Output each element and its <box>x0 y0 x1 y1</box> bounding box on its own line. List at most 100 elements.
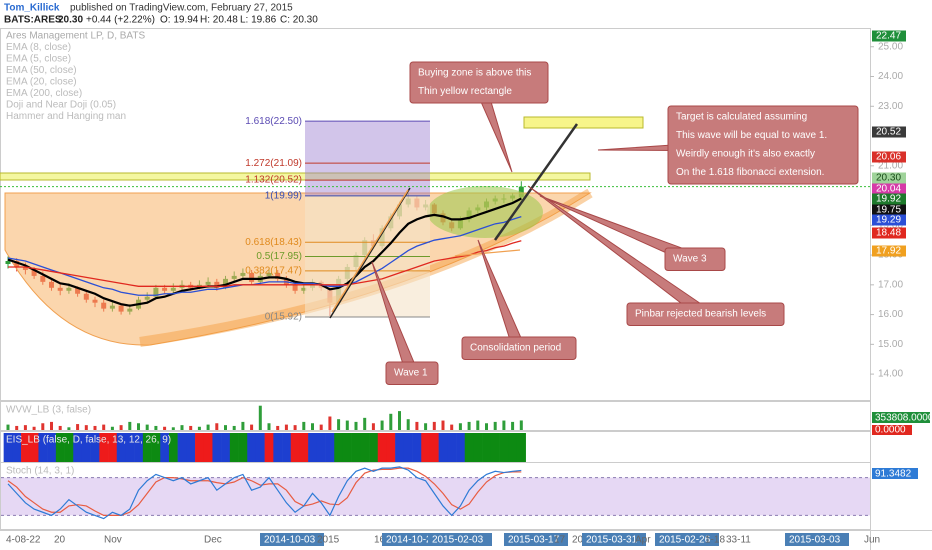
volume-bar <box>163 426 167 430</box>
last: 20.30 <box>58 15 83 26</box>
price-label: 20.04 <box>876 184 901 195</box>
volume-bar <box>23 425 27 430</box>
y-tick-label: 21.00 <box>878 160 903 171</box>
eis-bar <box>186 433 196 462</box>
eis-bar <box>142 433 152 462</box>
callout-box <box>664 247 726 271</box>
eis-bar <box>99 433 109 462</box>
eis-bar <box>151 433 161 462</box>
close: C: 20.30 <box>280 15 318 26</box>
y-tick-label: 16.00 <box>878 309 903 320</box>
eis-bar <box>360 433 370 462</box>
eis-bar <box>90 433 100 462</box>
time-label-box <box>428 533 492 546</box>
volume-bar <box>441 420 445 430</box>
volume-bar <box>67 427 71 430</box>
price-label-box <box>872 245 906 257</box>
wave-support <box>454 249 521 257</box>
volume-bar <box>476 420 480 430</box>
callout-box <box>461 336 577 360</box>
eis-bar <box>3 433 13 462</box>
y-tick-label: 15.00 <box>878 339 903 350</box>
volume-bar <box>345 420 349 430</box>
stoch-last: 91.3482 <box>875 469 912 480</box>
legend-entry: Hammer and Hanging man <box>6 111 126 122</box>
volume-bar <box>337 419 341 430</box>
callout-text: This wave will be equal to wave 1. <box>676 130 827 141</box>
fib-label: 1.618(22.50) <box>245 116 302 127</box>
volume-bar <box>311 423 314 430</box>
time-label: 16 <box>374 535 386 546</box>
volume-bar <box>154 425 158 430</box>
price-label-box <box>872 172 906 184</box>
fib-label: 1(19.99) <box>265 190 302 201</box>
y-tick-label: 25.00 <box>878 41 903 52</box>
volume-bar <box>50 421 53 430</box>
open: O: 19.94 <box>160 15 199 26</box>
legend-entry: EMA (20, close) <box>6 77 77 88</box>
eis-bar <box>55 433 65 462</box>
callout-text: Weirdly enough it's also exactly <box>676 149 815 160</box>
eis-last-box <box>872 425 912 435</box>
y-tick-label: 14.00 <box>878 369 903 380</box>
eis-bar <box>247 433 257 462</box>
time-label: Dec <box>204 535 222 546</box>
eis-bar <box>473 433 483 462</box>
volume-bar <box>284 424 288 430</box>
legend-entry: Doji and Near Doji (0.05) <box>6 100 116 111</box>
time-label: 17 <box>554 535 566 546</box>
callout-box <box>385 361 439 385</box>
eis-bar <box>395 433 405 462</box>
time-label: 2014-10-24 <box>386 535 438 546</box>
time-label: 33-11 <box>726 535 751 546</box>
volume-bar <box>58 425 62 430</box>
volume-bar <box>319 424 323 430</box>
volume-bar <box>32 426 36 430</box>
eis-bar <box>369 433 379 462</box>
time-label: Apr <box>635 535 651 546</box>
eis-bar <box>21 433 31 462</box>
volume-bar <box>354 421 358 430</box>
eis-bar <box>221 433 231 462</box>
eis-bar <box>351 433 361 462</box>
volume-bar <box>119 425 123 430</box>
ema-line <box>7 216 522 296</box>
ema-line <box>8 240 522 287</box>
eis-bar <box>38 433 48 462</box>
time-label-box <box>655 533 719 546</box>
price-label: 19.75 <box>876 205 901 216</box>
volume-bar <box>424 423 428 430</box>
eis-bar <box>438 433 448 462</box>
callout-text: Buying zone is above this <box>418 68 531 79</box>
stoch-title: Stoch (14, 3, 1) <box>6 466 74 477</box>
legend-entry: EMA (5, close) <box>6 54 71 65</box>
high: H: 20.48 <box>200 15 238 26</box>
eis-bar <box>490 433 500 462</box>
eis-bar <box>116 433 126 462</box>
ema-line <box>7 197 522 307</box>
fib-label: 0.382(17.47) <box>245 265 302 276</box>
callout-box <box>626 302 785 326</box>
eis-bar <box>325 433 335 462</box>
volume-bar <box>250 424 254 430</box>
time-label: 2015-02-03 <box>432 535 484 546</box>
author: Tom_Killick <box>4 3 60 14</box>
stoch-band <box>1 477 870 516</box>
time-label: 2015 <box>317 535 340 546</box>
callout-box <box>409 61 549 104</box>
price-label: 22.47 <box>876 31 901 42</box>
volume-bar <box>41 423 45 430</box>
volume-bar <box>398 411 401 430</box>
volume-bar <box>371 423 375 430</box>
volume-bar <box>258 405 262 430</box>
under-layer: 1.618(22.50) 1.272(21.09) 1.132(20.52) 1(19… <box>0 116 644 347</box>
volume-bar <box>406 419 410 430</box>
published: published on TradingView.com, February 2… <box>70 3 293 14</box>
price-label: 17.92 <box>876 246 901 257</box>
candle-body <box>5 261 11 264</box>
symbol: BATS:ARES <box>4 15 62 26</box>
eis-bar <box>299 433 309 462</box>
volume-bar <box>302 421 306 430</box>
eis-bar <box>456 433 466 462</box>
price-label: 20.52 <box>876 127 901 138</box>
